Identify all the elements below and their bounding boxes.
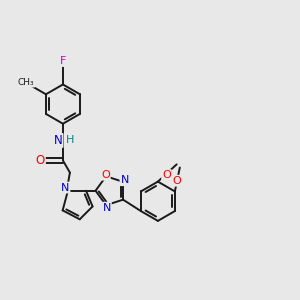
Text: N: N: [61, 183, 70, 193]
Text: O: O: [162, 170, 171, 180]
Text: F: F: [60, 56, 66, 66]
Text: N: N: [103, 203, 111, 213]
Text: O: O: [36, 154, 45, 167]
Text: H: H: [66, 135, 74, 146]
Text: O: O: [101, 170, 110, 180]
Text: CH₃: CH₃: [18, 78, 34, 87]
Text: N: N: [120, 175, 129, 185]
Text: O: O: [172, 176, 181, 186]
Text: N: N: [54, 134, 63, 147]
